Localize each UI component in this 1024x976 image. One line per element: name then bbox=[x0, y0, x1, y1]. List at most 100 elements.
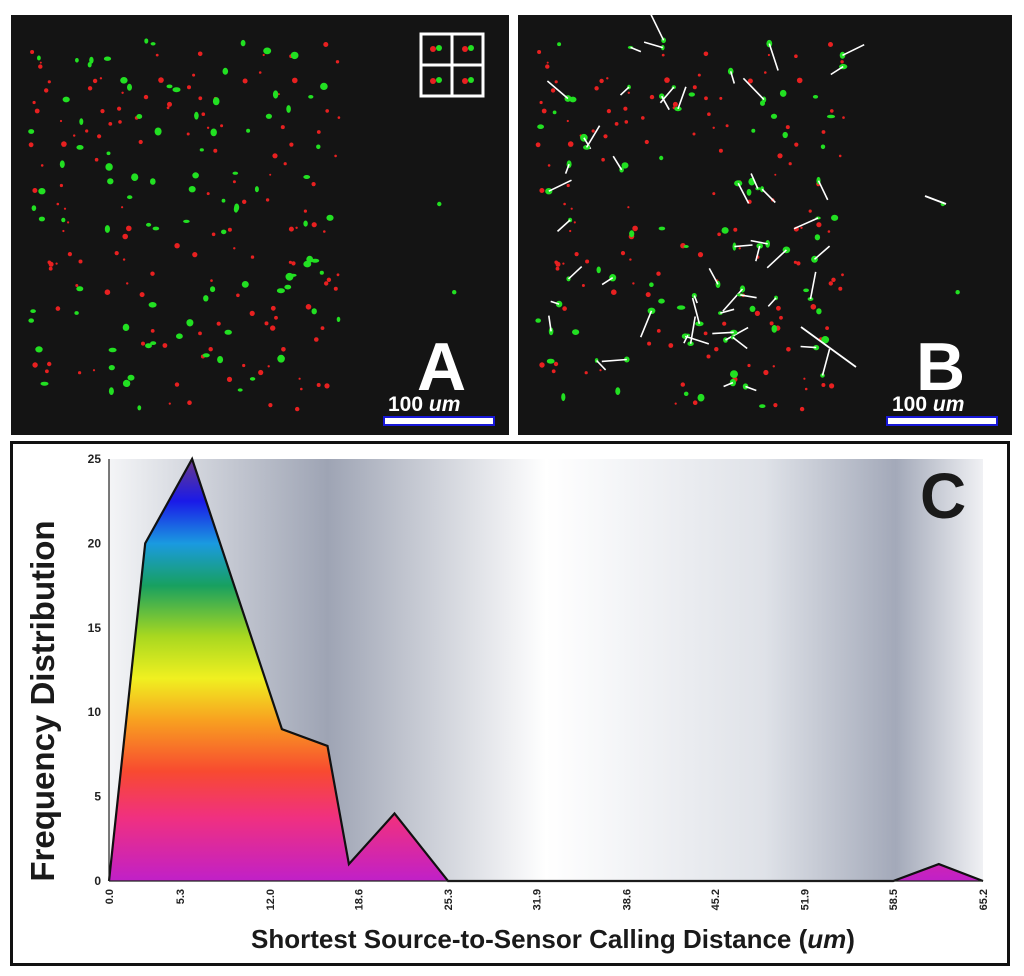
scale-unit-a: um bbox=[428, 393, 461, 416]
green-cell-dot bbox=[122, 379, 131, 387]
red-cell-dot bbox=[158, 77, 164, 83]
distance-line bbox=[683, 334, 689, 344]
distance-line bbox=[745, 385, 757, 392]
distance-line bbox=[639, 310, 653, 338]
red-cell-dot bbox=[61, 141, 67, 147]
red-cell-dot bbox=[803, 377, 806, 380]
green-cell-dot bbox=[246, 128, 251, 133]
green-cell-dot bbox=[658, 298, 665, 304]
red-cell-dot bbox=[167, 101, 172, 107]
red-cell-dot bbox=[566, 119, 569, 123]
green-cell-dot bbox=[955, 290, 960, 295]
red-cell-dot bbox=[85, 129, 89, 133]
distance-line bbox=[630, 46, 642, 53]
distance-line bbox=[742, 77, 765, 101]
green-cell-dot bbox=[336, 316, 341, 322]
red-cell-dot bbox=[537, 50, 542, 54]
green-cell-dot bbox=[803, 288, 809, 293]
red-cell-dot bbox=[668, 343, 674, 348]
green-cell-dot bbox=[326, 214, 334, 221]
green-cell-dot bbox=[821, 336, 830, 344]
red-cell-dot bbox=[645, 292, 651, 298]
green-cell-dot bbox=[194, 111, 199, 120]
distance-line bbox=[767, 297, 777, 307]
red-cell-dot bbox=[288, 260, 292, 264]
red-cell-dot bbox=[554, 80, 558, 84]
red-cell-dot bbox=[226, 376, 233, 382]
green-cell-dot bbox=[103, 56, 112, 61]
red-cell-dot bbox=[48, 261, 54, 267]
red-cell-dot bbox=[87, 86, 93, 91]
red-cell-dot bbox=[733, 227, 738, 232]
distance-line bbox=[567, 266, 583, 280]
green-cell-dot bbox=[308, 95, 314, 99]
red-cell-dot bbox=[48, 266, 53, 271]
green-cell-dot bbox=[38, 216, 45, 222]
distance-line bbox=[659, 86, 675, 104]
red-cell-dot bbox=[272, 153, 278, 159]
inset-red-dot bbox=[462, 46, 468, 52]
red-cell-dot bbox=[233, 247, 236, 250]
red-cell-dot bbox=[747, 78, 753, 84]
red-cell-dot bbox=[122, 233, 128, 240]
red-cell-dot bbox=[213, 148, 218, 153]
green-cell-dot bbox=[311, 258, 320, 263]
red-cell-dot bbox=[641, 116, 645, 120]
distance-line bbox=[740, 294, 757, 299]
red-cell-dot bbox=[656, 271, 661, 276]
y-tick-label: 10 bbox=[88, 705, 102, 719]
red-cell-dot bbox=[841, 273, 844, 277]
x-tick-label: 18.6 bbox=[353, 889, 365, 910]
distance-line bbox=[693, 295, 698, 304]
green-cell-dot bbox=[535, 318, 541, 323]
distance-line bbox=[585, 125, 601, 148]
x-tick-label: 51.9 bbox=[800, 889, 812, 910]
red-cell-dot bbox=[236, 293, 240, 298]
red-cell-dot bbox=[92, 78, 98, 84]
x-tick-label: 5.3 bbox=[175, 889, 187, 904]
red-cell-dot bbox=[108, 122, 113, 126]
green-cell-dot bbox=[615, 387, 621, 395]
green-cell-dot bbox=[108, 387, 114, 395]
red-cell-dot bbox=[121, 91, 124, 95]
red-cell-dot bbox=[201, 112, 206, 116]
scale-label-b: 100 um bbox=[892, 394, 964, 415]
green-cell-dot bbox=[658, 226, 666, 231]
series-area bbox=[109, 459, 983, 881]
red-cell-dot bbox=[569, 229, 572, 233]
red-cell-dot bbox=[796, 77, 803, 84]
red-cell-dot bbox=[324, 383, 330, 389]
distance-line bbox=[643, 41, 664, 49]
red-cell-dot bbox=[764, 71, 767, 74]
red-cell-dot bbox=[288, 226, 294, 232]
red-cell-dot bbox=[808, 209, 812, 213]
green-cell-dot bbox=[35, 346, 43, 353]
green-cell-dot bbox=[770, 113, 778, 119]
scale-bar-b bbox=[886, 416, 998, 426]
red-cell-dot bbox=[198, 331, 202, 336]
scale-label-a: 100 um bbox=[388, 394, 460, 415]
red-cell-dot bbox=[78, 259, 83, 264]
red-cell-dot bbox=[197, 51, 203, 57]
green-cell-dot bbox=[311, 308, 317, 315]
green-cell-dot bbox=[552, 110, 557, 115]
green-cell-dot bbox=[137, 405, 142, 411]
red-cell-dot bbox=[599, 369, 602, 372]
inset-red-dot bbox=[430, 78, 436, 84]
green-cell-dot bbox=[437, 201, 442, 207]
red-cell-dot bbox=[594, 86, 599, 91]
green-cell-dot bbox=[561, 393, 566, 402]
red-cell-dot bbox=[627, 91, 630, 95]
x-tick-label: 58.5 bbox=[888, 889, 900, 910]
green-cell-dot bbox=[145, 343, 152, 349]
distance-line bbox=[737, 182, 750, 204]
green-cell-dot bbox=[782, 131, 788, 139]
y-tick-label: 20 bbox=[88, 536, 102, 550]
red-cell-dot bbox=[785, 125, 790, 130]
inset-red-dot bbox=[430, 46, 436, 52]
red-cell-dot bbox=[830, 109, 834, 113]
red-cell-dot bbox=[661, 53, 665, 57]
panel-a-letter: A bbox=[417, 329, 467, 405]
red-cell-dot bbox=[796, 261, 801, 266]
green-cell-dot bbox=[152, 226, 160, 231]
